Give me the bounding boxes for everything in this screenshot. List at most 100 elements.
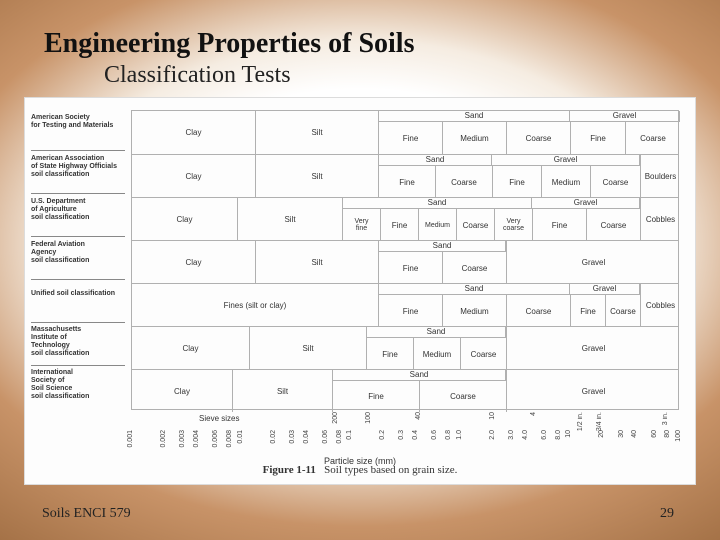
cell-coarse: Coarse	[456, 209, 494, 241]
cell-g-fine: Fine	[492, 166, 541, 198]
sieve-tick: 3/4 in.	[596, 412, 603, 431]
cell-fine: Fine	[378, 166, 435, 198]
tick: 0.8	[445, 430, 452, 440]
cell-clay: Clay	[132, 370, 232, 412]
divider	[31, 193, 125, 194]
tick: 0.004	[193, 430, 200, 448]
hdr-sand: Sand	[378, 284, 570, 295]
cell-g-coarse: Coarse	[605, 295, 640, 327]
cell-silt: Silt	[255, 111, 378, 154]
cell-coarse: Coarse	[460, 338, 506, 370]
cell-coarse: Coarse	[435, 166, 492, 198]
tick: 0.04	[303, 430, 310, 444]
cell-coarse: Coarse	[506, 122, 570, 154]
hdr-sand: Sand	[332, 370, 506, 381]
tick: 0.6	[431, 430, 438, 440]
sieve-tick: 10	[489, 412, 496, 420]
cell-clay: Clay	[132, 327, 249, 370]
system-label-faa: Federal AviationAgencysoil classificatio…	[31, 241, 127, 265]
page-title: Engineering Properties of Soils	[44, 28, 696, 60]
grain-size-chart: Sand Gravel Clay Silt Fine Medium Coarse…	[131, 110, 679, 410]
tick: 0.06	[322, 430, 329, 444]
system-label-aasho: American Associationof State Highway Off…	[31, 155, 127, 179]
divider	[31, 150, 125, 151]
hdr-gravel: Gravel	[532, 198, 640, 209]
hdr-gravel: Gravel	[492, 155, 640, 166]
cell-g-coarse: Coarse	[590, 166, 640, 198]
tick: 0.01	[237, 430, 244, 444]
row-usda: Sand Gravel Clay Silt Veryfine Fine Medi…	[132, 197, 678, 240]
hdr-sand: Sand	[342, 198, 532, 209]
tick: 0.08	[336, 430, 343, 444]
hdr-gravel: Gravel	[570, 284, 640, 295]
cell-g-med: Medium	[541, 166, 590, 198]
cell-coarse: Coarse	[419, 381, 506, 412]
caption-text: Soil types based on grain size.	[324, 464, 457, 476]
cell-cobbles: Cobbles	[640, 198, 680, 241]
tick: 0.3	[398, 430, 405, 440]
cell-vfine: Veryfine	[342, 209, 380, 241]
divider	[31, 322, 125, 323]
cell-cobbles: Cobbles	[640, 284, 680, 327]
tick: 8.0	[555, 430, 562, 440]
tick: 60	[651, 430, 658, 438]
cell-med: Medium	[413, 338, 460, 370]
divider	[31, 365, 125, 366]
row-aasho: Sand Gravel Clay Silt Fine Coarse Fine M…	[132, 154, 678, 197]
sieve-tick: 200	[332, 412, 339, 424]
tick: 0.006	[212, 430, 219, 448]
tick: 3.0	[508, 430, 515, 440]
tick: 100	[675, 430, 682, 442]
cell-clay: Clay	[132, 111, 255, 154]
tick: 30	[618, 430, 625, 438]
tick: 2.0	[489, 430, 496, 440]
hdr-gravel: Gravel	[570, 111, 680, 122]
tick: 4.0	[522, 430, 529, 440]
cell-gravel: Gravel	[506, 370, 680, 412]
figure-caption: Figure 1-11 Soil types based on grain si…	[25, 464, 695, 476]
sieve-tick: 100	[365, 412, 372, 424]
cell-vcoarse: Verycoarse	[494, 209, 532, 241]
sieve-tick: 4	[530, 412, 537, 416]
cell-silt: Silt	[255, 241, 378, 284]
sieve-tick: 3 in.	[662, 412, 669, 425]
cell-fine: Fine	[332, 381, 419, 412]
tick: 0.2	[379, 430, 386, 440]
tick: 0.002	[160, 430, 167, 448]
hdr-sand: Sand	[366, 327, 506, 338]
cell-clay: Clay	[132, 155, 255, 198]
cell-silt: Silt	[232, 370, 332, 412]
row-unified: Sand Gravel Fines (silt or clay) Fine Me…	[132, 283, 678, 326]
tick: 6.0	[541, 430, 548, 440]
tick: 1.0	[456, 430, 463, 440]
footer-left: Soils ENCI 579	[42, 506, 131, 522]
cell-med: Medium	[442, 295, 506, 327]
caption-label: Figure 1-11	[263, 464, 316, 476]
cell-medium: Medium	[442, 122, 506, 154]
cell-fine: Fine	[378, 295, 442, 327]
row-isss: Sand Clay Silt Fine Coarse Gravel	[132, 369, 678, 411]
cell-coarse: Coarse	[506, 295, 570, 327]
cell-fines: Fines (silt or clay)	[132, 284, 378, 327]
hdr-sand: Sand	[378, 111, 570, 122]
sieve-tick: 40	[415, 412, 422, 420]
hdr-sand: Sand	[378, 155, 492, 166]
slide: Engineering Properties of Soils Classifi…	[0, 0, 720, 540]
system-label-mit: MassachusettsInstitute ofTechnologysoil …	[31, 326, 127, 358]
cell-fine: Fine	[366, 338, 413, 370]
sieve-sizes-label: Sieve sizes	[199, 414, 239, 423]
cell-gravel: Gravel	[506, 327, 680, 370]
tick: 80	[664, 430, 671, 438]
system-label-astm: American Societyfor Testing and Material…	[31, 114, 127, 130]
row-astm: Sand Gravel Clay Silt Fine Medium Coarse…	[132, 111, 678, 154]
cell-fine: Fine	[378, 252, 442, 284]
cell-silt: Silt	[255, 155, 378, 198]
page-subtitle: Classification Tests	[104, 62, 696, 89]
hdr-sand: Sand	[378, 241, 506, 252]
classification-figure: American Societyfor Testing and Material…	[24, 97, 696, 485]
tick: 0.008	[226, 430, 233, 448]
cell-clay: Clay	[132, 198, 237, 241]
tick: 20	[598, 430, 605, 438]
cell-coarse: Coarse	[442, 252, 506, 284]
tick: 0.001	[127, 430, 134, 448]
